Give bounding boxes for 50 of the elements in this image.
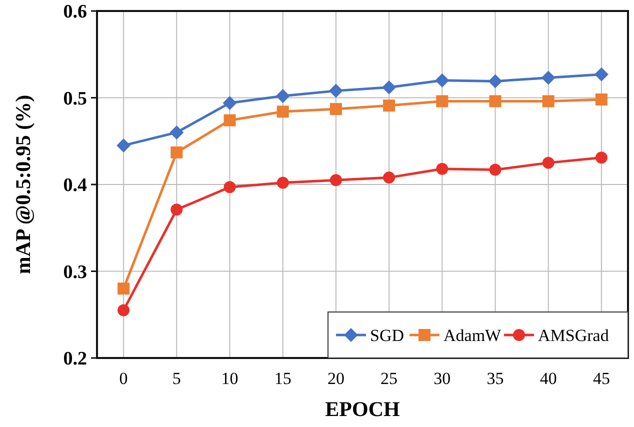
y-tick-label: 0.6 xyxy=(63,2,87,23)
x-axis-title: EPOCH xyxy=(325,397,400,421)
x-tick-label: 25 xyxy=(380,369,398,388)
y-tick-label: 0.3 xyxy=(63,262,87,283)
point xyxy=(542,156,554,169)
point xyxy=(328,84,343,98)
point xyxy=(594,67,608,82)
point xyxy=(436,162,448,175)
point xyxy=(595,93,608,106)
x-tick-label: 45 xyxy=(592,369,610,388)
x-tick-label: 20 xyxy=(327,369,344,388)
point xyxy=(435,73,450,88)
x-tick-label: 35 xyxy=(486,369,504,388)
x-tick-label: 40 xyxy=(540,369,557,388)
y-tick-label: 0.4 xyxy=(63,175,88,196)
legend-label: AdamW xyxy=(444,326,502,345)
point xyxy=(116,138,131,152)
point xyxy=(489,95,502,108)
point xyxy=(383,100,396,112)
y-axis-title: mAP @0.5:0.95 (%) xyxy=(11,94,35,274)
point xyxy=(276,89,290,104)
point xyxy=(489,164,502,176)
x-tick-label: 15 xyxy=(274,369,292,388)
point xyxy=(222,96,237,110)
point xyxy=(170,125,184,140)
point xyxy=(595,152,608,164)
point xyxy=(170,204,183,216)
legend-label: SGD xyxy=(370,326,404,345)
x-tick-label: 30 xyxy=(434,369,451,388)
point xyxy=(224,114,236,126)
point xyxy=(542,95,554,108)
point xyxy=(436,95,448,108)
point xyxy=(541,70,556,85)
point xyxy=(170,146,183,158)
y-tick-label: 0.2 xyxy=(63,348,87,370)
x-tick-label: 5 xyxy=(172,369,181,388)
point xyxy=(330,174,342,186)
point xyxy=(118,304,130,316)
point xyxy=(224,181,236,194)
point xyxy=(118,282,130,295)
point xyxy=(330,103,342,116)
y-tick-label: 0.5 xyxy=(63,88,87,110)
point xyxy=(383,172,396,184)
point xyxy=(488,74,502,88)
point xyxy=(276,176,289,189)
point xyxy=(276,106,289,118)
x-tick-label: 10 xyxy=(221,369,238,388)
x-tick-label: 0 xyxy=(119,369,128,388)
legend-label: AMSGrad xyxy=(538,326,610,345)
point xyxy=(382,80,396,94)
